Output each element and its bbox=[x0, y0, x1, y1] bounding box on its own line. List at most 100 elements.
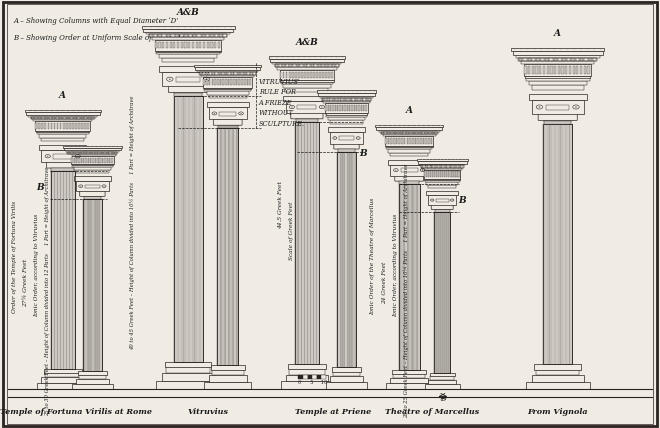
Bar bbox=[218, 42, 220, 48]
Bar bbox=[31, 117, 34, 119]
Bar bbox=[381, 132, 383, 134]
Bar bbox=[174, 42, 176, 48]
Bar bbox=[250, 72, 253, 75]
Bar bbox=[236, 79, 238, 86]
Bar bbox=[318, 64, 321, 67]
Bar bbox=[75, 123, 77, 129]
Circle shape bbox=[43, 110, 44, 111]
Bar bbox=[452, 165, 454, 168]
Circle shape bbox=[461, 159, 463, 160]
Bar bbox=[84, 123, 86, 129]
Circle shape bbox=[547, 49, 548, 50]
Text: B – Showing Order at Uniform Scale of Greek Feet: B – Showing Order at Uniform Scale of Gr… bbox=[13, 34, 193, 42]
Bar bbox=[225, 72, 228, 75]
Bar bbox=[326, 382, 367, 389]
Bar bbox=[214, 42, 216, 48]
Bar bbox=[176, 77, 200, 82]
Bar bbox=[222, 128, 224, 365]
Bar bbox=[28, 115, 97, 117]
Bar bbox=[385, 146, 433, 147]
Bar bbox=[328, 128, 365, 132]
Bar bbox=[247, 79, 248, 86]
Bar bbox=[315, 122, 317, 364]
Circle shape bbox=[107, 146, 108, 147]
Bar bbox=[386, 383, 432, 389]
Bar bbox=[90, 152, 92, 154]
Bar bbox=[322, 98, 324, 101]
Bar bbox=[584, 58, 588, 61]
Bar bbox=[424, 172, 425, 177]
Bar bbox=[45, 373, 81, 377]
Text: Theatre of Marcellus: Theatre of Marcellus bbox=[385, 408, 479, 416]
Bar bbox=[399, 184, 420, 370]
Bar bbox=[51, 171, 52, 369]
Bar bbox=[238, 72, 240, 75]
FancyBboxPatch shape bbox=[291, 113, 323, 119]
Bar bbox=[434, 172, 436, 177]
Bar bbox=[244, 72, 246, 75]
Bar bbox=[162, 34, 166, 37]
Bar bbox=[69, 171, 70, 369]
Bar bbox=[332, 367, 361, 372]
Bar bbox=[104, 158, 106, 163]
Bar bbox=[71, 158, 73, 163]
Bar bbox=[106, 152, 109, 154]
Bar bbox=[174, 96, 176, 362]
Bar bbox=[283, 84, 331, 88]
Bar bbox=[85, 184, 100, 188]
Circle shape bbox=[580, 49, 581, 50]
Circle shape bbox=[433, 159, 434, 160]
Text: Scale of Greek Feet: Scale of Greek Feet bbox=[289, 202, 294, 260]
Bar bbox=[333, 105, 334, 111]
Circle shape bbox=[244, 65, 245, 66]
Bar bbox=[454, 165, 456, 168]
Bar bbox=[325, 98, 327, 101]
Bar bbox=[407, 184, 408, 370]
Circle shape bbox=[340, 91, 341, 92]
Circle shape bbox=[249, 65, 250, 66]
Bar bbox=[339, 105, 341, 111]
Circle shape bbox=[217, 27, 218, 28]
Text: A&B: A&B bbox=[177, 8, 199, 17]
Bar bbox=[193, 34, 197, 37]
Bar bbox=[567, 58, 570, 61]
Bar bbox=[223, 34, 227, 37]
Bar bbox=[444, 212, 445, 373]
Bar bbox=[199, 72, 202, 75]
Circle shape bbox=[239, 65, 240, 66]
Bar bbox=[543, 124, 572, 364]
Bar bbox=[79, 158, 80, 163]
Bar bbox=[307, 72, 309, 78]
Circle shape bbox=[458, 159, 459, 160]
Circle shape bbox=[356, 91, 358, 92]
Bar bbox=[409, 132, 412, 134]
Bar bbox=[207, 102, 249, 107]
Bar bbox=[204, 88, 251, 89]
Bar bbox=[424, 170, 461, 179]
Bar bbox=[234, 72, 237, 75]
Bar bbox=[189, 34, 192, 37]
Bar bbox=[154, 40, 222, 51]
Bar bbox=[422, 168, 462, 170]
Bar bbox=[85, 158, 86, 163]
Circle shape bbox=[331, 91, 332, 92]
Circle shape bbox=[77, 156, 79, 157]
Bar bbox=[288, 364, 326, 369]
Bar bbox=[76, 158, 77, 163]
Bar bbox=[38, 117, 41, 119]
Bar bbox=[379, 130, 440, 132]
Bar bbox=[301, 72, 303, 78]
Bar bbox=[98, 152, 100, 154]
Bar bbox=[430, 376, 454, 380]
Circle shape bbox=[77, 146, 78, 147]
Circle shape bbox=[234, 65, 236, 66]
Bar bbox=[162, 72, 214, 86]
Bar bbox=[329, 64, 331, 67]
Circle shape bbox=[293, 57, 294, 58]
Bar bbox=[434, 212, 436, 373]
Bar bbox=[383, 134, 436, 137]
Bar bbox=[348, 152, 350, 367]
Bar bbox=[273, 62, 341, 64]
Bar bbox=[97, 158, 98, 163]
Bar bbox=[207, 91, 249, 95]
